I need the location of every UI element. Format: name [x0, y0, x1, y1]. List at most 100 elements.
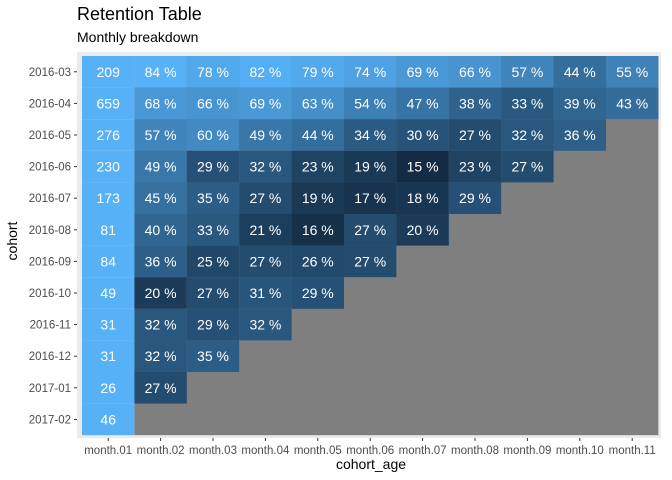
- retention-cell: [606, 87, 659, 120]
- chart-subtitle: Monthly breakdown: [77, 29, 199, 45]
- retention-label: 35 %: [197, 348, 229, 364]
- retention-cell: [134, 214, 187, 246]
- retention-label: 55 %: [616, 64, 648, 80]
- retention-cell: [344, 87, 397, 120]
- x-tick-label: month.05: [294, 445, 342, 457]
- retention-cell: [186, 308, 240, 341]
- retention-label: 27 %: [249, 253, 281, 269]
- cohort-size-label: 230: [97, 159, 121, 175]
- y-tick-label: 2017-01: [29, 383, 71, 395]
- x-tick-label: month.06: [346, 445, 394, 457]
- retention-cell: [239, 245, 292, 278]
- cohort-size-cell: [82, 403, 135, 436]
- retention-label: 27 %: [145, 380, 177, 396]
- y-tick-label: 2016-06: [29, 162, 71, 174]
- retention-cell: [553, 56, 606, 88]
- retention-cell: [134, 182, 187, 214]
- y-tick-label: 2016-09: [29, 256, 71, 268]
- retention-label: 78 %: [197, 64, 229, 80]
- retention-label: 57 %: [511, 64, 543, 80]
- retention-label: 27 %: [459, 127, 491, 143]
- cohort-size-label: 659: [97, 95, 121, 111]
- retention-label: 27 %: [354, 253, 386, 269]
- retention-cell: [134, 119, 187, 151]
- x-tick-label: month.11: [609, 445, 656, 457]
- retention-label: 29 %: [197, 317, 229, 333]
- retention-label: 20 %: [407, 222, 439, 238]
- retention-label: 45 %: [145, 190, 177, 206]
- cohort-size-label: 26: [100, 380, 116, 396]
- retention-cell: [239, 150, 292, 183]
- retention-label: 84 %: [145, 64, 177, 80]
- x-tick-label: month.07: [399, 445, 447, 457]
- retention-label: 44 %: [302, 127, 334, 143]
- retention-label: 15 %: [407, 159, 439, 175]
- retention-label: 19 %: [354, 159, 386, 175]
- cohort-size-label: 46: [100, 411, 116, 427]
- retention-label: 69 %: [407, 64, 439, 80]
- retention-label: 54 %: [354, 95, 386, 111]
- retention-label: 17 %: [354, 190, 386, 206]
- y-tick-label: 2016-03: [29, 67, 71, 79]
- chart-title: Retention Table: [77, 4, 202, 24]
- cohort-size-label: 81: [100, 222, 116, 238]
- retention-cell: [239, 87, 292, 120]
- cohort-size-label: 209: [97, 64, 121, 80]
- retention-cell: [553, 87, 606, 120]
- retention-label: 34 %: [354, 127, 386, 143]
- retention-cell: [291, 56, 344, 88]
- retention-cell: [396, 87, 449, 120]
- retention-cell: [291, 245, 344, 278]
- retention-label: 79 %: [302, 64, 334, 80]
- retention-cell: [291, 87, 344, 120]
- retention-cell: [186, 56, 240, 88]
- cohort-size-cell: [82, 340, 135, 372]
- retention-cell: [344, 56, 397, 88]
- retention-cell: [186, 214, 240, 246]
- retention-label: 27 %: [511, 159, 543, 175]
- retention-cell: [186, 245, 240, 278]
- retention-cell: [344, 245, 397, 278]
- retention-cell: [448, 87, 502, 120]
- retention-cell: [501, 87, 554, 120]
- retention-cell: [396, 150, 449, 183]
- retention-label: 74 %: [354, 64, 386, 80]
- retention-cell: [134, 87, 187, 120]
- cohort-size-cell: [82, 277, 135, 309]
- retention-label: 43 %: [616, 95, 648, 111]
- retention-cell: [344, 119, 397, 151]
- cohort-size-cell: [82, 308, 135, 341]
- cohort-size-cell: [82, 87, 135, 120]
- retention-label: 39 %: [564, 95, 596, 111]
- retention-cell: [134, 277, 187, 309]
- retention-label: 29 %: [302, 285, 334, 301]
- retention-label: 33 %: [197, 222, 229, 238]
- retention-label: 32 %: [249, 317, 281, 333]
- x-axis-label: cohort_age: [335, 456, 407, 472]
- retention-cell: [344, 182, 397, 214]
- retention-label: 31 %: [249, 285, 281, 301]
- retention-label: 19 %: [302, 190, 334, 206]
- retention-label: 60 %: [197, 127, 229, 143]
- retention-label: 32 %: [249, 159, 281, 175]
- retention-label: 25 %: [197, 253, 229, 269]
- retention-label: 27 %: [197, 285, 229, 301]
- retention-label: 16 %: [302, 222, 334, 238]
- x-tick-label: month.10: [556, 445, 604, 457]
- retention-label: 27 %: [354, 222, 386, 238]
- cohort-size-label: 276: [97, 127, 121, 143]
- cohort-size-cell: [82, 245, 135, 278]
- retention-cell: [501, 56, 554, 88]
- retention-cell: [448, 150, 502, 183]
- cohort-size-label: 173: [97, 190, 121, 206]
- retention-cell: [186, 87, 240, 120]
- retention-cell: [186, 277, 240, 309]
- retention-label: 32 %: [145, 348, 177, 364]
- retention-cell: [606, 56, 659, 88]
- retention-cell: [239, 56, 292, 88]
- x-tick-label: month.01: [84, 445, 132, 457]
- retention-label: 33 %: [511, 95, 543, 111]
- cohort-size-cell: [82, 150, 135, 183]
- retention-cell: [448, 182, 502, 214]
- retention-label: 29 %: [459, 190, 491, 206]
